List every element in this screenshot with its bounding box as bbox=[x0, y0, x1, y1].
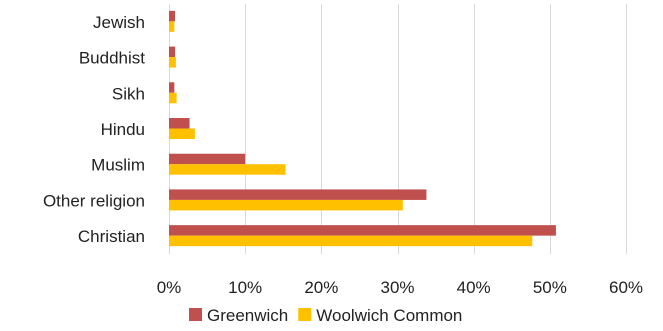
bar-greenwich bbox=[169, 118, 190, 129]
category-labels: Jewish Buddhist Sikh Hindu Muslim Other relig… bbox=[43, 13, 145, 246]
bar-greenwich bbox=[169, 10, 176, 22]
legend-label: Greenwich bbox=[207, 306, 288, 325]
legend: Greenwich Woolwich Common bbox=[189, 306, 462, 325]
legend-swatch bbox=[189, 308, 202, 321]
category-label: Buddhist bbox=[79, 49, 145, 68]
category-label: Christian bbox=[78, 227, 145, 246]
bars bbox=[169, 10, 556, 247]
bar-woolwich-common bbox=[169, 128, 195, 139]
x-tick-label: 10% bbox=[228, 278, 262, 297]
bar-greenwich bbox=[169, 189, 427, 200]
bar-woolwich-common bbox=[169, 57, 176, 68]
legend-swatch bbox=[298, 308, 312, 321]
bar-woolwich-common bbox=[169, 92, 177, 104]
bar-woolwich-common bbox=[169, 199, 403, 211]
x-tick-label: 30% bbox=[380, 278, 414, 297]
category-label: Hindu bbox=[101, 120, 145, 139]
bar-greenwich bbox=[169, 82, 175, 93]
x-tick-label: 60% bbox=[609, 278, 643, 297]
bar-greenwich bbox=[169, 153, 246, 165]
category-label: Jewish bbox=[93, 13, 145, 32]
bar-woolwich-common bbox=[169, 235, 533, 247]
category-label: Muslim bbox=[91, 156, 145, 175]
x-axis-tick-labels: 0% 10% 20% 30% 40% 50% 60% bbox=[157, 278, 643, 297]
bar-greenwich bbox=[169, 225, 556, 236]
x-tick-label: 50% bbox=[533, 278, 567, 297]
bar-woolwich-common bbox=[169, 164, 286, 175]
category-label: Other religion bbox=[43, 191, 145, 210]
x-tick-label: 20% bbox=[304, 278, 338, 297]
legend-label: Woolwich Common bbox=[316, 306, 462, 325]
category-label: Sikh bbox=[112, 84, 145, 103]
x-tick-label: 40% bbox=[457, 278, 491, 297]
grid-lines bbox=[169, 4, 627, 254]
bar-greenwich bbox=[169, 46, 176, 58]
x-tick-label: 0% bbox=[157, 278, 182, 297]
bar-woolwich-common bbox=[169, 21, 175, 32]
